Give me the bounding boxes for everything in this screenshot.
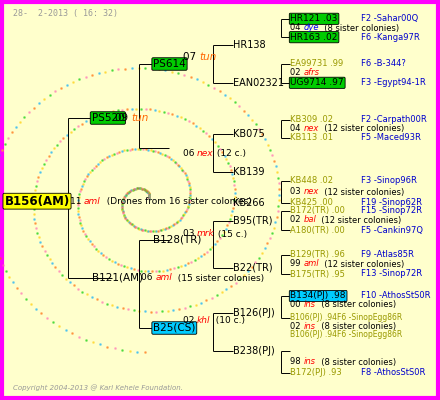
Text: B25(CS): B25(CS) [153,323,195,333]
Text: KB425 .00: KB425 .00 [290,198,333,207]
Text: ins: ins [304,322,315,331]
Text: F2 -Sahar00Q: F2 -Sahar00Q [361,14,418,23]
Text: 98: 98 [290,358,304,366]
Text: (12 c.): (12 c.) [213,149,246,158]
Text: KB448 .02: KB448 .02 [290,176,334,185]
Text: (15 c.): (15 c.) [215,230,247,238]
Text: B106(PJ) .94F6 -SinopEgg86R: B106(PJ) .94F6 -SinopEgg86R [290,330,403,339]
Text: F15 -Sinop72R: F15 -Sinop72R [361,206,422,215]
Text: F6 -B-344?: F6 -B-344? [361,60,406,68]
Text: EAN02321: EAN02321 [233,78,284,88]
Text: (12 sister colonies): (12 sister colonies) [319,188,404,196]
Text: bal: bal [304,216,316,224]
Text: KB075: KB075 [233,129,265,139]
Text: B156(AM): B156(AM) [4,195,70,208]
Text: 04: 04 [290,24,304,32]
Text: aml: aml [304,260,319,268]
Text: (8 sister colonies): (8 sister colonies) [315,322,396,331]
Text: ins: ins [304,358,315,366]
Text: PS520: PS520 [92,113,124,123]
Text: 02: 02 [290,216,304,224]
Text: 04: 04 [290,124,304,133]
Text: KB139: KB139 [233,167,265,177]
Text: HR163 .02: HR163 .02 [290,33,338,42]
Text: afrs: afrs [304,68,319,77]
Text: F5 -Maced93R: F5 -Maced93R [361,134,421,142]
Text: B95(TR): B95(TR) [233,216,273,226]
Text: tun: tun [132,113,149,123]
Text: KB266: KB266 [233,198,265,208]
Text: F10 -AthosStS0R: F10 -AthosStS0R [361,292,430,300]
Text: HR121 .03: HR121 .03 [290,14,338,23]
Text: nex: nex [304,188,319,196]
Text: (12 sister colonies): (12 sister colonies) [316,216,402,224]
Text: B134(PJ) .98: B134(PJ) .98 [290,292,346,300]
Text: B129(TR) .96: B129(TR) .96 [290,250,345,259]
Text: Copyright 2004-2013 @ Karl Kehele Foundation.: Copyright 2004-2013 @ Karl Kehele Founda… [13,384,183,391]
Text: 09: 09 [115,113,132,123]
Text: dye: dye [304,24,319,32]
Text: (8 sister colonies): (8 sister colonies) [319,24,399,32]
Text: khl: khl [197,316,210,325]
Text: F2 -Carpath00R: F2 -Carpath00R [361,116,426,124]
Text: F3 -Egypt94-1R: F3 -Egypt94-1R [361,78,425,87]
Text: (10 c.): (10 c.) [210,316,246,325]
Text: KB113 .01: KB113 .01 [290,134,334,142]
Text: B172(TR) .00: B172(TR) .00 [290,206,345,215]
Text: (Drones from 16 sister colonies): (Drones from 16 sister colonies) [101,197,251,206]
Text: KB309 .02: KB309 .02 [290,116,334,124]
Text: 06: 06 [141,274,155,282]
Text: A180(TR) .00: A180(TR) .00 [290,226,345,234]
Text: B126(PJ): B126(PJ) [233,308,275,318]
Text: 02: 02 [183,316,197,325]
Text: (12 sister colonies): (12 sister colonies) [319,124,404,133]
Text: F13 -Sinop72R: F13 -Sinop72R [361,270,422,278]
Text: ins: ins [304,300,315,309]
Text: aml: aml [155,274,172,282]
Text: 02: 02 [290,68,304,77]
Text: 03: 03 [183,230,197,238]
Text: (12 sister colonies): (12 sister colonies) [319,260,404,268]
Text: nex: nex [304,124,319,133]
Text: 03: 03 [290,188,304,196]
Text: 02: 02 [290,322,304,331]
Text: 06: 06 [183,149,197,158]
Text: F8 -AthosStS0R: F8 -AthosStS0R [361,368,425,377]
Text: PS614: PS614 [153,59,186,69]
Text: 11: 11 [70,197,84,206]
Text: 00: 00 [290,300,304,309]
Text: UG9714 .97: UG9714 .97 [290,78,344,87]
Text: B238(PJ): B238(PJ) [233,346,275,356]
Text: mrk: mrk [197,230,215,238]
Text: tun: tun [199,52,216,62]
Text: (8 sister colonies): (8 sister colonies) [315,300,396,309]
Text: 07: 07 [183,52,199,62]
Text: 99: 99 [290,260,304,268]
Text: (8 sister colonies): (8 sister colonies) [315,358,396,366]
Text: 28-  2-2013 ( 16: 32): 28- 2-2013 ( 16: 32) [13,9,118,18]
Text: B22(TR): B22(TR) [233,263,273,273]
Text: B175(TR) .95: B175(TR) .95 [290,270,345,278]
Text: B128(TR): B128(TR) [153,235,202,245]
Text: EA99731 .99: EA99731 .99 [290,60,344,68]
Text: F19 -Sinop62R: F19 -Sinop62R [361,198,422,207]
Text: F6 -Kanga97R: F6 -Kanga97R [361,33,420,42]
Text: (15 sister colonies): (15 sister colonies) [172,274,264,282]
Text: nex: nex [197,149,213,158]
Text: F5 -Cankin97Q: F5 -Cankin97Q [361,226,423,234]
Text: HR138: HR138 [233,40,266,50]
Text: aml: aml [84,197,101,206]
Text: F9 -Atlas85R: F9 -Atlas85R [361,250,414,259]
Text: B121(AM): B121(AM) [92,273,143,283]
Text: B106(PJ) .94F6 -SinopEgg86R: B106(PJ) .94F6 -SinopEgg86R [290,314,403,322]
Text: B172(PJ) .93: B172(PJ) .93 [290,368,342,377]
Text: F3 -Sinop96R: F3 -Sinop96R [361,176,417,185]
